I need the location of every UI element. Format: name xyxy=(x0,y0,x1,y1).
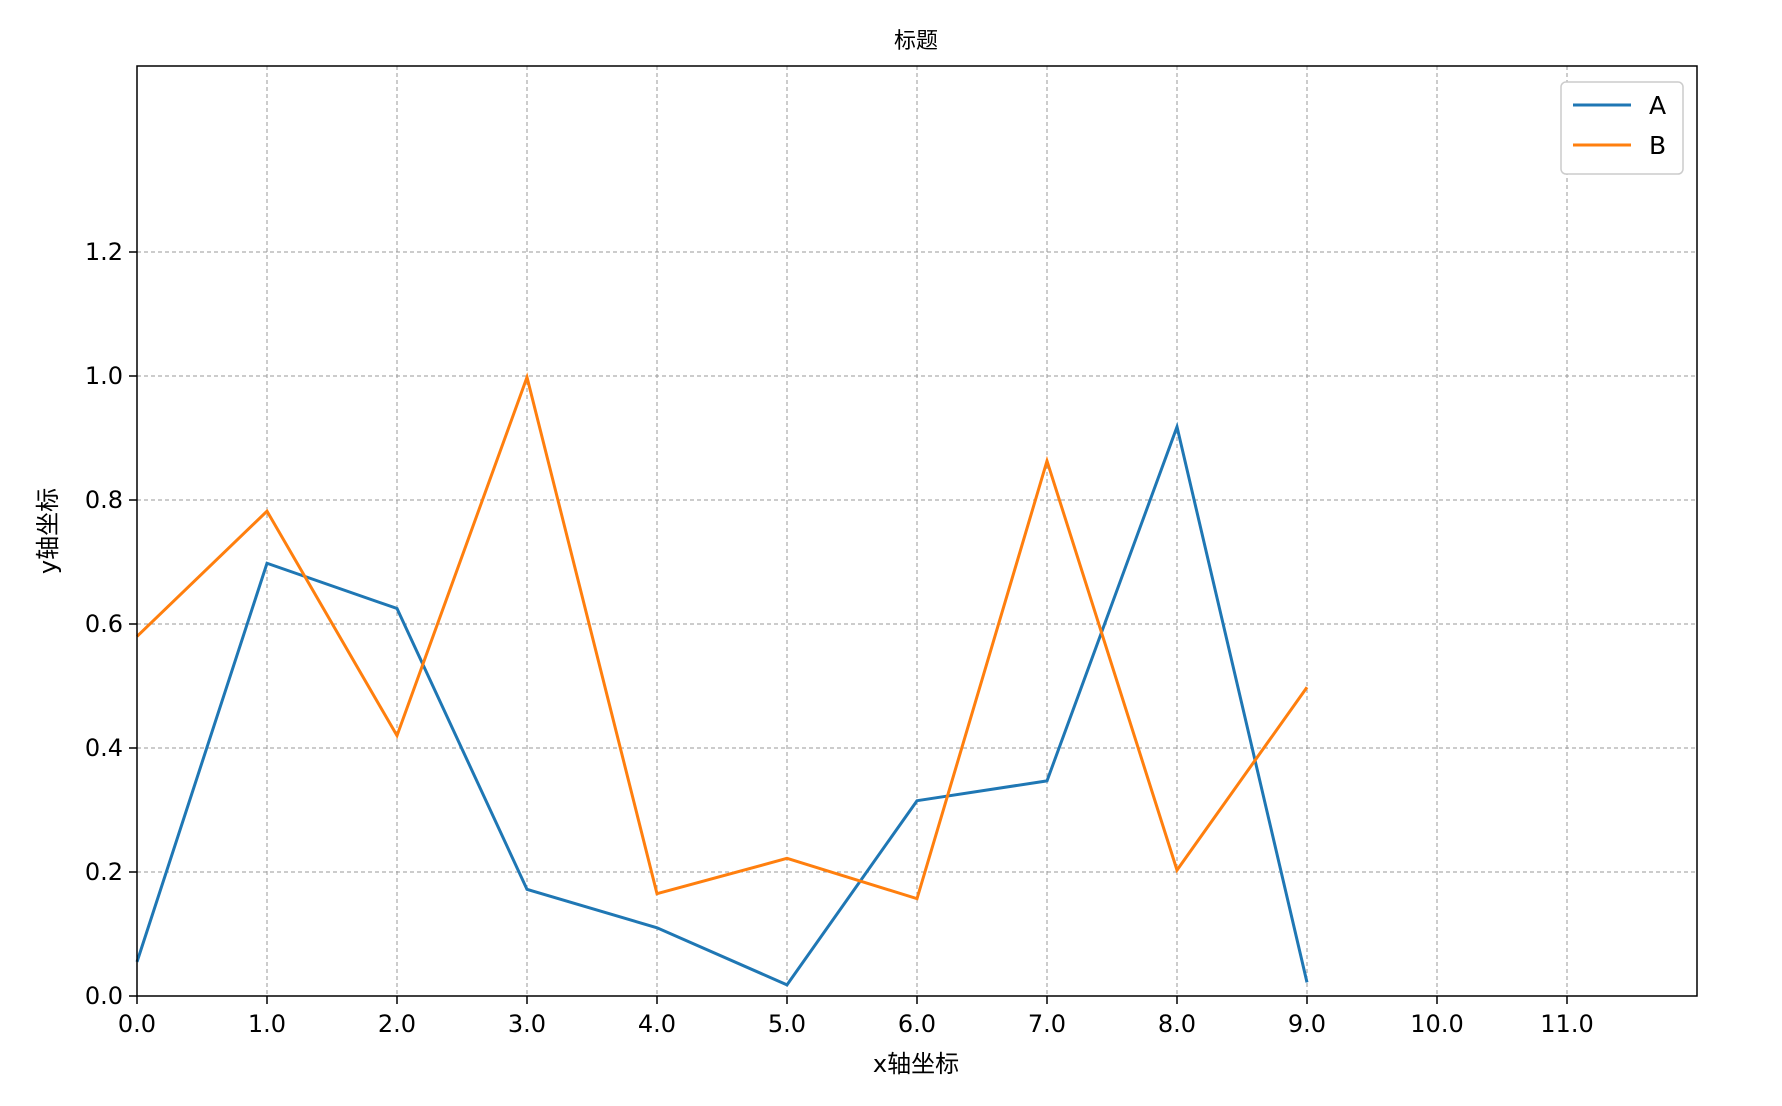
x-tick-label: 2.0 xyxy=(378,1010,416,1038)
legend-label-b: B xyxy=(1649,131,1666,160)
legend: AB xyxy=(1560,81,1684,175)
x-tick-label: 6.0 xyxy=(898,1010,936,1038)
chart-title: 标题 xyxy=(894,29,938,54)
plot-area: 0.0 1.0 2.0 3.0 4.0 5.0 6.0 7.0 8.0 9.0 10.0 11.0 0.… xyxy=(85,65,1698,1038)
x-tick-label: 3.0 xyxy=(508,1010,546,1038)
y-tick-label: 0.8 xyxy=(85,486,123,514)
axis-ticks: 0.0 1.0 2.0 3.0 4.0 5.0 6.0 7.0 8.0 9.0 10.0 11.0 0.… xyxy=(85,238,1594,1038)
x-axis-label: x轴坐标 xyxy=(873,1050,959,1078)
series-line-a xyxy=(135,421,1309,987)
x-tick-label: 0.0 xyxy=(118,1010,156,1038)
y-tick-label: 0.4 xyxy=(85,734,123,762)
x-tick-label: 11.0 xyxy=(1540,1010,1593,1038)
y-tick-label: 1.2 xyxy=(85,238,123,266)
x-tick-label: 5.0 xyxy=(768,1010,806,1038)
y-tick-label: 0.0 xyxy=(85,982,123,1010)
series-line-b xyxy=(135,372,1309,901)
series-lines xyxy=(135,372,1309,987)
x-tick-label: 4.0 xyxy=(638,1010,676,1038)
legend-label-a: A xyxy=(1649,91,1666,120)
x-tick-label: 10.0 xyxy=(1410,1010,1463,1038)
y-tick-label: 0.6 xyxy=(85,610,123,638)
y-tick-label: 1.0 xyxy=(85,362,123,390)
x-tick-label: 9.0 xyxy=(1288,1010,1326,1038)
x-tick-label: 8.0 xyxy=(1158,1010,1196,1038)
y-tick-label: 0.2 xyxy=(85,858,123,886)
y-axis-label: y轴坐标 xyxy=(34,488,62,574)
x-tick-label: 1.0 xyxy=(248,1010,286,1038)
x-tick-label: 7.0 xyxy=(1028,1010,1066,1038)
